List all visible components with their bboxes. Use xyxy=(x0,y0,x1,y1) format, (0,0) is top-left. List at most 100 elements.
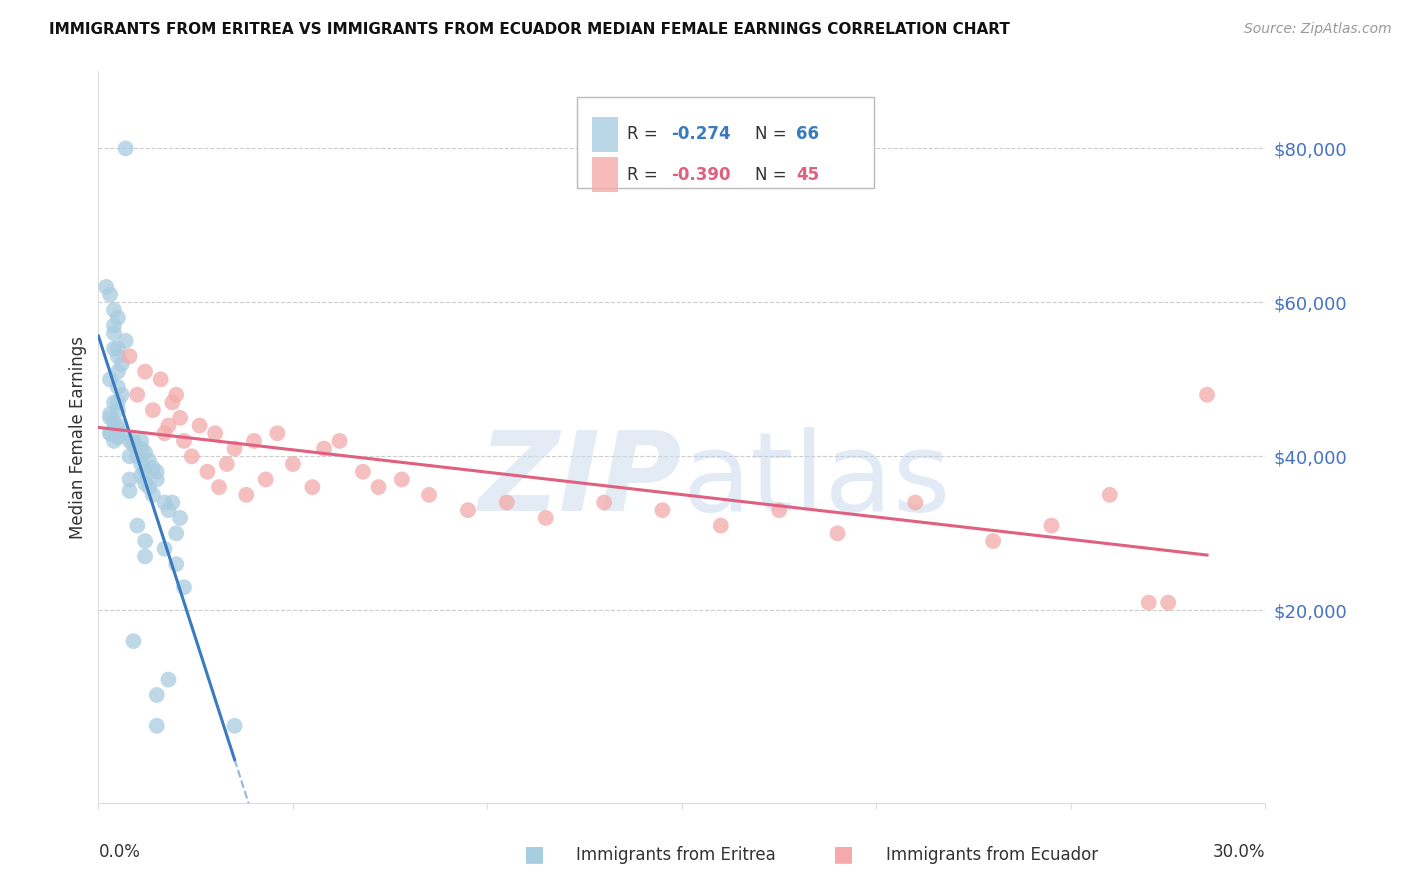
Point xyxy=(127,518,149,533)
Point xyxy=(127,388,149,402)
Point xyxy=(329,434,352,448)
Y-axis label: Median Female Earnings: Median Female Earnings xyxy=(69,335,87,539)
Text: ■: ■ xyxy=(834,845,853,864)
Point xyxy=(103,318,125,333)
Point xyxy=(134,476,156,491)
Point xyxy=(162,395,184,409)
Point xyxy=(111,357,134,371)
Point xyxy=(254,472,277,486)
Point xyxy=(98,372,121,386)
Text: IMMIGRANTS FROM ERITREA VS IMMIGRANTS FROM ECUADOR MEDIAN FEMALE EARNINGS CORREL: IMMIGRANTS FROM ERITREA VS IMMIGRANTS FR… xyxy=(49,22,1010,37)
Point xyxy=(138,480,160,494)
Point xyxy=(111,426,134,441)
Point xyxy=(165,388,187,402)
Point xyxy=(103,342,125,356)
Point xyxy=(127,450,149,464)
Point xyxy=(457,503,479,517)
Point xyxy=(122,634,145,648)
Text: -0.390: -0.390 xyxy=(672,166,731,184)
Point xyxy=(107,422,129,436)
Point xyxy=(134,365,156,379)
Point xyxy=(118,349,141,363)
Point xyxy=(103,326,125,340)
Point xyxy=(134,465,156,479)
Point xyxy=(165,526,187,541)
Point xyxy=(165,557,187,571)
Point xyxy=(418,488,440,502)
Point xyxy=(312,442,335,456)
Point xyxy=(107,342,129,356)
Point xyxy=(1157,596,1180,610)
Point xyxy=(904,495,927,509)
Point xyxy=(107,418,129,433)
Point xyxy=(981,534,1004,549)
Text: Source: ZipAtlas.com: Source: ZipAtlas.com xyxy=(1244,22,1392,37)
Point xyxy=(534,511,557,525)
Point xyxy=(134,534,156,549)
Text: 66: 66 xyxy=(796,125,820,144)
Point xyxy=(103,395,125,409)
Text: 30.0%: 30.0% xyxy=(1213,843,1265,861)
Text: Immigrants from Ecuador: Immigrants from Ecuador xyxy=(886,846,1098,863)
Point xyxy=(266,426,288,441)
Point xyxy=(153,495,176,509)
Text: Immigrants from Eritrea: Immigrants from Eritrea xyxy=(576,846,776,863)
Point xyxy=(96,280,118,294)
Point xyxy=(111,388,134,402)
Point xyxy=(107,430,129,444)
Point xyxy=(153,426,176,441)
Point xyxy=(103,434,125,448)
Point xyxy=(157,503,180,517)
Point xyxy=(1040,518,1063,533)
Point xyxy=(593,495,616,509)
Text: R =: R = xyxy=(627,166,664,184)
Point xyxy=(98,410,121,425)
Point xyxy=(129,457,152,471)
Point xyxy=(391,472,413,486)
Point xyxy=(146,688,169,702)
Point xyxy=(122,434,145,448)
Point xyxy=(142,461,165,475)
Point xyxy=(162,495,184,509)
Text: ZIP: ZIP xyxy=(478,427,682,534)
Point xyxy=(243,434,266,448)
Point xyxy=(153,541,176,556)
Point xyxy=(208,480,231,494)
Point xyxy=(98,407,121,421)
Text: N =: N = xyxy=(755,166,793,184)
Point xyxy=(215,457,238,471)
Point xyxy=(142,488,165,502)
Point xyxy=(129,442,152,456)
Point xyxy=(651,503,673,517)
Point xyxy=(204,426,226,441)
Point xyxy=(224,719,246,733)
Point xyxy=(134,445,156,459)
Point xyxy=(118,483,141,498)
Text: ■: ■ xyxy=(524,845,544,864)
Text: R =: R = xyxy=(627,125,664,144)
Point xyxy=(114,141,136,155)
Point xyxy=(1195,388,1218,402)
Text: N =: N = xyxy=(755,125,793,144)
Point xyxy=(496,495,519,509)
Point xyxy=(103,415,125,429)
Text: atlas: atlas xyxy=(682,427,950,534)
Point xyxy=(107,349,129,363)
Point xyxy=(173,580,195,594)
Point xyxy=(352,465,374,479)
Point xyxy=(195,465,218,479)
Point xyxy=(1098,488,1121,502)
Point xyxy=(146,465,169,479)
Point xyxy=(281,457,304,471)
Point xyxy=(224,442,246,456)
Point xyxy=(146,719,169,733)
FancyBboxPatch shape xyxy=(592,117,617,152)
Point xyxy=(768,503,790,517)
Point xyxy=(129,434,152,448)
Point xyxy=(122,438,145,452)
Point xyxy=(114,334,136,348)
Point xyxy=(157,418,180,433)
Point xyxy=(169,511,191,525)
Point xyxy=(173,434,195,448)
Point xyxy=(98,287,121,301)
